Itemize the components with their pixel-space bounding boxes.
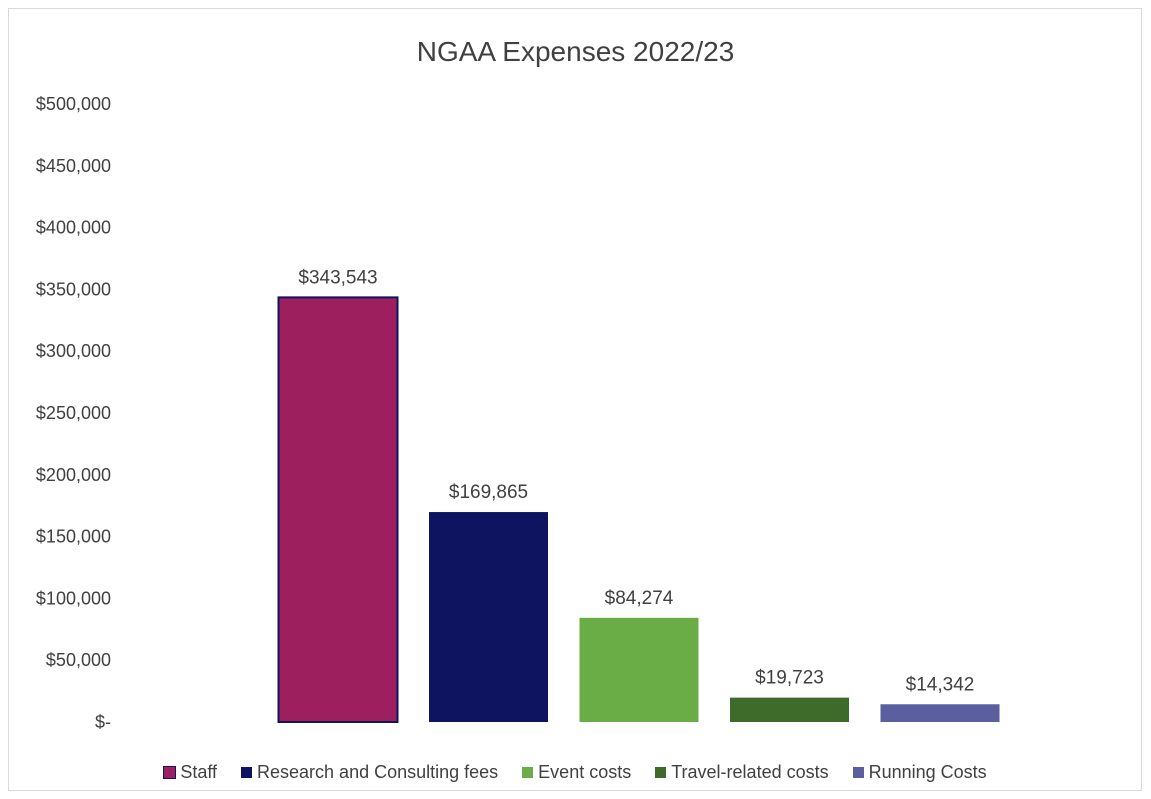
legend-swatch (655, 766, 667, 778)
bar (429, 512, 548, 722)
y-tick-label: $300,000 (36, 341, 111, 361)
legend-item: Research and Consulting fees (241, 762, 498, 783)
legend-label: Staff (180, 761, 218, 782)
legend-swatch (241, 766, 253, 778)
legend-swatch (522, 766, 534, 778)
legend-swatch (852, 766, 864, 778)
chart-frame (8, 8, 1142, 791)
bars (277, 296, 1000, 723)
bar-value-label: $84,274 (605, 588, 674, 609)
legend-label: Running Costs (868, 761, 987, 782)
y-tick-label: $150,000 (36, 527, 111, 547)
y-tick-label: $100,000 (36, 588, 111, 608)
legend-label: Travel-related costs (671, 761, 829, 782)
legend-item: Staff (163, 761, 218, 783)
bar (730, 697, 849, 722)
legend-label: Research and Consulting fees (257, 761, 499, 782)
chart-title: NGAA Expenses 2022/23 (416, 36, 735, 67)
y-tick-label: $450,000 (36, 156, 111, 176)
data-labels: $343,543 $169,865 $84,274 $19,723 $14,342 (298, 267, 974, 695)
legend-item: Travel-related costs (655, 761, 829, 783)
bar-value-label: $169,865 (449, 482, 528, 503)
y-tick-label: $500,000 (36, 94, 111, 114)
bar-value-label: $343,543 (298, 267, 377, 288)
bar (880, 704, 1000, 722)
y-tick-label: $350,000 (36, 279, 111, 299)
bar-value-label: $19,723 (755, 668, 824, 689)
legend-item: Event costs (522, 762, 631, 783)
y-tick-label: $400,000 (36, 218, 111, 238)
legend: Staff Research and Consulting fees Event c… (0, 760, 1151, 784)
legend-swatch (163, 765, 177, 779)
y-tick-label: $- (95, 712, 111, 732)
y-axis: $- $50,000 $100,000 $150,000 $200,000 $250,00… (36, 94, 111, 732)
bar (277, 296, 399, 723)
legend-label: Event costs (538, 761, 632, 782)
bar-value-label: $14,342 (906, 674, 975, 695)
legend-item: Running Costs (852, 761, 987, 783)
y-tick-label: $50,000 (46, 650, 111, 670)
y-tick-label: $250,000 (36, 403, 111, 423)
bar (579, 617, 699, 722)
y-tick-label: $200,000 (36, 465, 111, 485)
